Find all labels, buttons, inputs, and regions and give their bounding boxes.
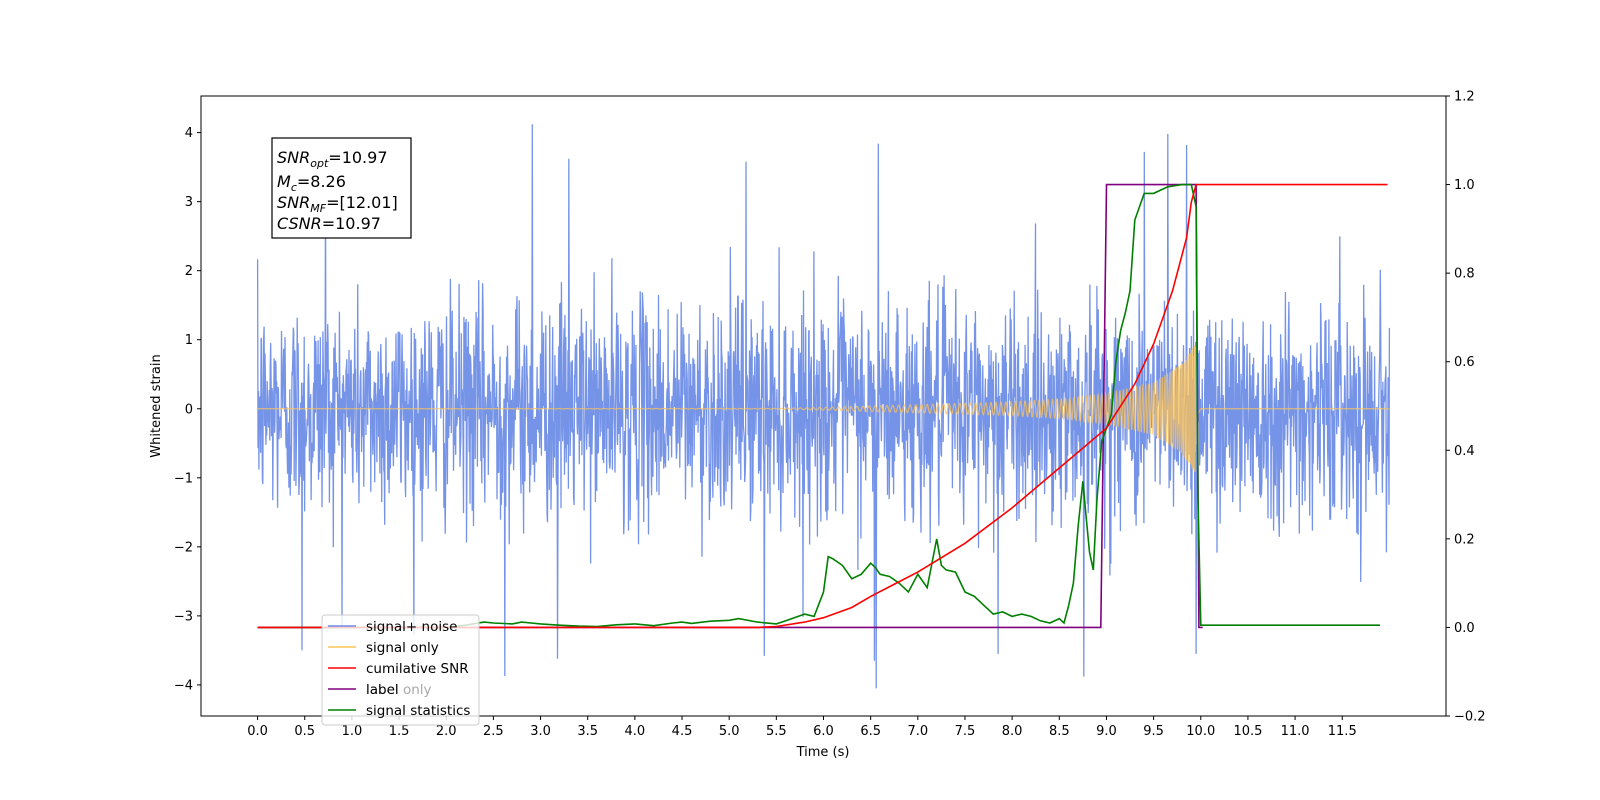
x-tick-label: 9.5 — [1143, 724, 1164, 739]
y2-tick-label: 0.8 — [1454, 267, 1475, 282]
x-tick-label: 8.0 — [1002, 724, 1023, 739]
y-axis-label: Whitened strain — [149, 354, 164, 457]
axis-ticks: 0.0 0.5 1.0 1.5 2.0 2.5 3.0 3.5 4.0 4.5 5.0 5.5 6.0 6… — [174, 90, 1486, 740]
legend-label-signal-noise: signal+ noise — [366, 619, 457, 635]
annotation-line-mc: Mc=8.26 — [277, 172, 346, 194]
x-tick-label: 2.0 — [436, 724, 457, 739]
annotation-line-csnr: CSNR=10.97 — [277, 214, 381, 233]
y2-tick-label: 0.2 — [1454, 532, 1475, 547]
series-label — [257, 183, 1203, 629]
annotation-box: SNRopt=10.97 Mc=8.26 SNRMF=[12.01] CSNR=… — [271, 137, 412, 239]
legend: signal+ noise signal only cumilative SNR… — [321, 614, 480, 726]
legend-frame — [321, 614, 480, 726]
x-tick-label: 9.0 — [1096, 724, 1117, 739]
y2-tick-label: 0.4 — [1454, 444, 1475, 459]
annotation-frame — [271, 137, 412, 239]
y2-tick-label: 0.0 — [1454, 621, 1475, 636]
y-tick-label: −2 — [174, 540, 193, 555]
x-tick-label: 6.0 — [813, 724, 834, 739]
x-tick-label: 7.5 — [955, 724, 976, 739]
y2-tick-label: −0.2 — [1454, 710, 1486, 725]
x-tick-label: 5.5 — [766, 724, 787, 739]
y-tick-label: −3 — [174, 609, 193, 624]
x-axis-label: Time (s) — [796, 745, 850, 760]
plot-area — [256, 124, 1391, 689]
y2-tick-label: 1.0 — [1454, 178, 1475, 193]
x-tick-label: 7.0 — [907, 724, 928, 739]
y2-tick-label: 1.2 — [1454, 90, 1475, 105]
y-tick-label: 1 — [185, 333, 193, 348]
y-tick-label: −1 — [174, 471, 193, 486]
y-tick-label: 3 — [185, 195, 193, 210]
x-tick-label: 11.5 — [1328, 724, 1357, 739]
legend-label-cumulative-snr: cumilative SNR — [366, 661, 469, 677]
x-tick-label: 1.0 — [342, 724, 363, 739]
x-tick-label: 10.0 — [1186, 724, 1215, 739]
x-tick-label: 2.5 — [483, 724, 504, 739]
y2-tick-label: 0.6 — [1454, 355, 1475, 370]
y-tick-label: 0 — [185, 402, 193, 417]
x-tick-label: 3.0 — [530, 724, 551, 739]
legend-label-signal-only: signal only — [366, 640, 439, 656]
x-tick-label: 5.0 — [719, 724, 740, 739]
legend-label-label: label — [366, 682, 399, 698]
series-cumulative-snr — [257, 183, 1388, 629]
legend-label-signal-statistics: signal statistics — [366, 703, 470, 719]
x-tick-label: 1.5 — [389, 724, 410, 739]
annotation-line-snr-opt: SNRopt=10.97 — [277, 148, 388, 170]
annotation-line-snr-mf: SNRMF=[12.01] — [277, 193, 398, 215]
y-tick-label: −4 — [174, 678, 193, 693]
x-tick-label: 11.0 — [1281, 724, 1310, 739]
series-signal-plus-noise — [256, 124, 1391, 689]
y-tick-label: 4 — [185, 126, 193, 141]
x-tick-label: 4.0 — [625, 724, 646, 739]
series-signal-only — [257, 345, 1390, 473]
x-tick-label: 10.5 — [1233, 724, 1262, 739]
legend-label-label-only: label only — [366, 682, 432, 698]
x-tick-label: 6.5 — [860, 724, 881, 739]
x-tick-label: 3.5 — [577, 724, 598, 739]
x-tick-label: 8.5 — [1049, 724, 1070, 739]
x-tick-label: 4.5 — [672, 724, 693, 739]
x-tick-label: 0.0 — [247, 724, 268, 739]
y-tick-label: 2 — [185, 264, 193, 279]
x-tick-label: 0.5 — [294, 724, 315, 739]
